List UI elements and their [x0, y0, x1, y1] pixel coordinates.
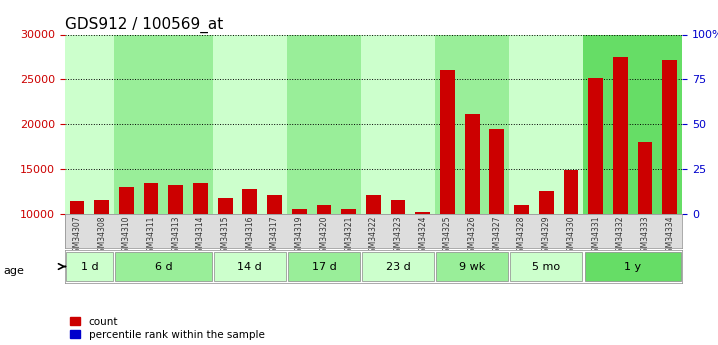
Text: GSM34316: GSM34316 — [246, 216, 254, 257]
FancyBboxPatch shape — [214, 252, 286, 281]
Legend: count, percentile rank within the sample: count, percentile rank within the sample — [70, 317, 264, 340]
Bar — [366, 195, 381, 304]
Bar — [292, 208, 307, 304]
Text: GSM34323: GSM34323 — [393, 216, 403, 257]
FancyBboxPatch shape — [363, 252, 434, 281]
Bar — [65, 34, 114, 214]
Bar — [435, 34, 509, 214]
FancyBboxPatch shape — [584, 252, 681, 281]
Bar — [287, 34, 361, 214]
Text: 9 wk: 9 wk — [459, 262, 485, 272]
Text: age: age — [4, 266, 24, 276]
Bar — [267, 195, 282, 304]
FancyBboxPatch shape — [288, 252, 360, 281]
Bar — [564, 170, 579, 304]
Text: GSM34329: GSM34329 — [542, 216, 551, 257]
Text: GSM34331: GSM34331 — [591, 216, 600, 257]
Text: GSM34319: GSM34319 — [295, 216, 304, 257]
Bar — [465, 114, 480, 304]
Bar — [391, 200, 406, 304]
Text: GSM34313: GSM34313 — [172, 216, 180, 257]
Text: GSM34315: GSM34315 — [220, 216, 230, 257]
Text: GSM34311: GSM34311 — [146, 216, 156, 257]
Bar — [440, 70, 455, 304]
FancyBboxPatch shape — [116, 252, 212, 281]
Bar — [114, 34, 213, 214]
Bar — [168, 185, 183, 304]
Text: GSM34310: GSM34310 — [122, 216, 131, 257]
Text: GSM34324: GSM34324 — [419, 216, 427, 257]
FancyBboxPatch shape — [66, 252, 113, 281]
Bar — [119, 187, 134, 304]
Text: GSM34308: GSM34308 — [97, 216, 106, 257]
Bar — [514, 205, 529, 304]
Text: GSM34327: GSM34327 — [493, 216, 501, 257]
Bar — [509, 34, 583, 214]
Text: 17 d: 17 d — [312, 262, 336, 272]
Bar — [243, 189, 257, 304]
Text: GSM34334: GSM34334 — [666, 216, 674, 257]
FancyBboxPatch shape — [510, 252, 582, 281]
Bar — [341, 209, 356, 304]
Text: GSM34322: GSM34322 — [369, 216, 378, 257]
Text: 23 d: 23 d — [386, 262, 411, 272]
Text: GSM34328: GSM34328 — [517, 216, 526, 257]
Text: GSM34333: GSM34333 — [640, 216, 650, 257]
Text: GSM34320: GSM34320 — [320, 216, 328, 257]
Text: GSM34332: GSM34332 — [616, 216, 625, 257]
FancyBboxPatch shape — [437, 252, 508, 281]
Bar — [218, 198, 233, 304]
Bar — [662, 60, 677, 304]
Text: 1 y: 1 y — [624, 262, 641, 272]
Text: GSM34326: GSM34326 — [467, 216, 477, 257]
Text: GSM34330: GSM34330 — [567, 216, 575, 257]
Text: GSM34317: GSM34317 — [270, 216, 279, 257]
Bar — [638, 142, 653, 304]
Bar — [317, 205, 332, 304]
Bar — [144, 184, 159, 304]
Bar — [490, 129, 504, 304]
Text: 5 mo: 5 mo — [532, 262, 560, 272]
Text: GDS912 / 100569_at: GDS912 / 100569_at — [65, 17, 223, 33]
Bar — [588, 78, 603, 304]
Bar — [361, 34, 435, 214]
Text: GSM34321: GSM34321 — [344, 216, 353, 257]
Bar — [583, 34, 682, 214]
Text: 6 d: 6 d — [154, 262, 172, 272]
Bar — [613, 57, 628, 304]
Bar — [193, 183, 208, 304]
Text: GSM34314: GSM34314 — [196, 216, 205, 257]
Bar — [70, 201, 85, 304]
Bar — [538, 191, 554, 304]
Bar — [415, 212, 430, 304]
Bar — [94, 200, 109, 304]
Text: 14 d: 14 d — [238, 262, 262, 272]
Text: GSM34307: GSM34307 — [73, 216, 81, 257]
Text: GSM34325: GSM34325 — [443, 216, 452, 257]
Text: 1 d: 1 d — [80, 262, 98, 272]
Bar — [213, 34, 287, 214]
